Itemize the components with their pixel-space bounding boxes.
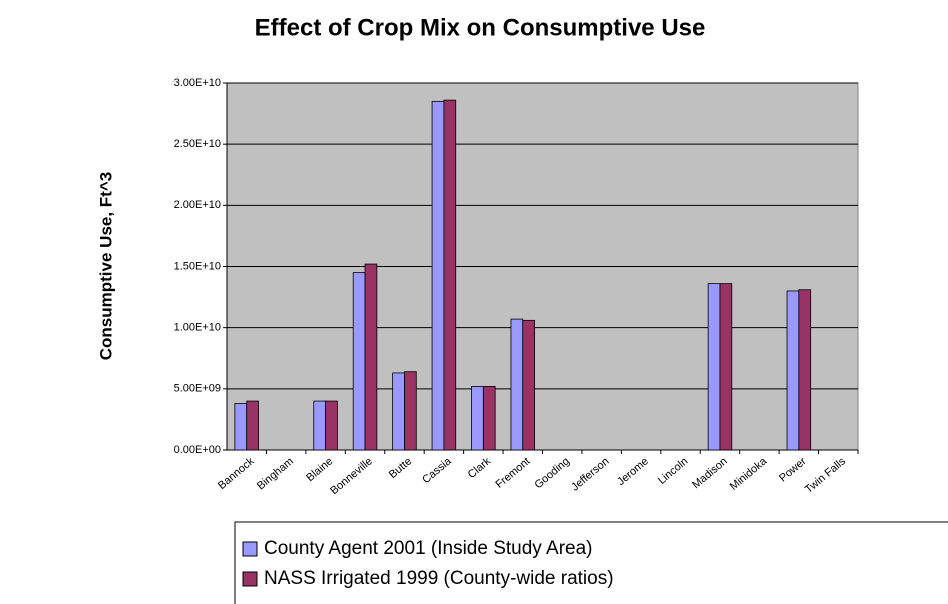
bar <box>364 263 378 451</box>
y-tick-label: 2.50E+10 <box>174 138 221 150</box>
legend-label: NASS Irrigated 1999 (County-wide ratios) <box>264 568 614 589</box>
chart-title: Effect of Crop Mix on Consumptive Use <box>255 14 706 41</box>
x-tick-label: Minidoka <box>728 455 770 493</box>
bar <box>510 318 524 451</box>
bar <box>522 319 536 451</box>
x-tick-label: Lincoln <box>656 455 690 487</box>
bar <box>786 290 800 451</box>
bar <box>443 99 457 451</box>
x-tick-label: Blaine <box>304 455 335 484</box>
y-tick-label: 1.50E+10 <box>174 260 221 272</box>
y-tick-label: 2.00E+10 <box>174 199 221 211</box>
bar <box>313 400 326 451</box>
x-tick-label: Clark <box>466 455 494 481</box>
x-tick-label: Bonneville <box>328 455 375 497</box>
bar <box>404 371 417 451</box>
x-tick-label: Power <box>777 455 809 484</box>
x-tick-label: Jefferson <box>569 455 611 493</box>
legend-box <box>234 521 948 604</box>
bar <box>392 372 405 451</box>
legend-swatch <box>242 541 258 557</box>
bar <box>798 289 812 451</box>
bar <box>246 400 259 451</box>
bar <box>482 385 496 451</box>
y-axis-label: Consumptive Use, Ft^3 <box>96 172 115 360</box>
x-tick-label: Cassia <box>420 455 454 486</box>
bar <box>431 100 445 451</box>
y-tick-label: 1.00E+10 <box>174 322 221 334</box>
bar <box>471 385 484 451</box>
x-tick-label: Bingham <box>255 455 296 492</box>
bar <box>352 272 366 451</box>
y-tick-label: 0.00E+00 <box>174 444 221 456</box>
x-tick-label: Butte <box>387 455 414 481</box>
x-tick-label: Bannock <box>216 455 257 492</box>
legend-swatch <box>242 571 258 587</box>
bar <box>234 403 248 451</box>
x-tick-label: Fremont <box>493 455 532 491</box>
x-tick-label: Gooding <box>532 455 572 491</box>
legend-label: County Agent 2001 (Inside Study Area) <box>264 538 593 559</box>
x-tick-label: Twin Falls <box>803 455 849 496</box>
bar <box>707 283 721 451</box>
y-tick-label: 5.00E+09 <box>174 383 221 395</box>
bar <box>719 283 733 451</box>
y-tick-label: 3.00E+10 <box>174 77 221 89</box>
x-tick-label: Jerome <box>615 455 651 488</box>
x-tick-label: Madison <box>690 455 730 491</box>
bar <box>325 400 338 451</box>
